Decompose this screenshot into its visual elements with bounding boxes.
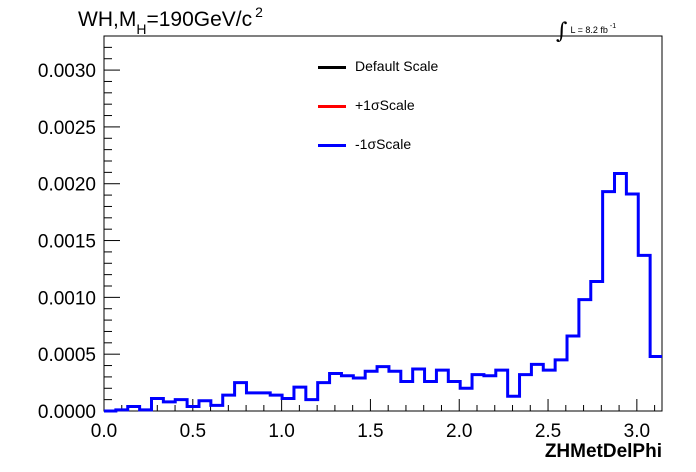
x-tick-label: 3.0: [624, 421, 650, 442]
y-tick-label: 0.0025: [38, 118, 96, 139]
title-main: WH,M: [78, 8, 137, 31]
y-tick-label: 0.0030: [38, 61, 96, 82]
legend-line-plus-sigma: [318, 105, 346, 108]
x-tick-label: 2.5: [535, 421, 561, 442]
x-tick-label: 2.0: [446, 421, 472, 442]
legend-label-plus-sigma: +1σScale: [355, 97, 415, 113]
legend-item-plus-sigma: +1σScale: [318, 95, 478, 134]
legend-line-minus-sigma: [318, 144, 346, 147]
y-tick-label: 0.0010: [38, 288, 96, 309]
x-tick-label: 1.5: [357, 421, 383, 442]
legend: Default Scale +1σScale -1σScale: [318, 56, 478, 173]
y-tick-label: 0.0020: [38, 175, 96, 196]
x-tick-label: 0.5: [180, 421, 206, 442]
legend-label-minus-sigma: -1σScale: [355, 136, 412, 152]
x-tick-label: 1.0: [268, 421, 294, 442]
x-tick-label: 0.0: [91, 421, 117, 442]
legend-item-minus-sigma: -1σScale: [318, 134, 478, 173]
title-superscript: 2: [255, 4, 263, 20]
y-tick-label: 0.0005: [38, 345, 96, 366]
plot-title: WH,MH=190GeV/c 2: [78, 4, 263, 37]
plot-frame: [103, 35, 663, 412]
integral-symbol: ∫: [556, 19, 568, 44]
legend-label-default: Default Scale: [355, 58, 439, 74]
title-rest: =190GeV/c: [146, 8, 253, 31]
title-subscript: H: [136, 21, 147, 37]
y-tick-label: 0.0015: [38, 232, 96, 253]
luminosity-label: ∫ L = 8.2 fb -1: [556, 14, 617, 44]
legend-line-default: [318, 66, 346, 69]
lumi-superscript: -1: [609, 23, 617, 30]
y-tick-label: 0.0000: [38, 402, 96, 423]
legend-item-default-scale: Default Scale: [318, 56, 478, 95]
lumi-text: L = 8.2 fb: [570, 25, 608, 35]
histogram-series-line: [104, 172, 662, 413]
x-axis-label: ZHMetDelPhi: [544, 441, 662, 462]
